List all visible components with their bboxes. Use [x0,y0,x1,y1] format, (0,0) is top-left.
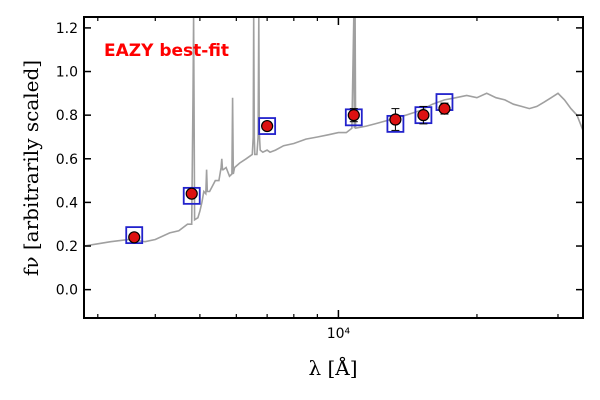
y-tick-label: 1.2 [56,21,78,37]
observed-flux-point [347,109,360,122]
axis-ticks: 0.0 0.2 0.4 0.6 0.8 1.0 1.2 10⁴ [56,17,583,342]
y-axis-label: fν [arbitrarily scaled] [19,60,43,276]
annotation-label: EAZY best-fit [104,41,229,61]
observed-flux-point [438,102,451,115]
observed-flux-point [128,231,141,244]
y-tick-label: 0.4 [56,195,78,211]
plot-area [84,17,583,247]
y-tick-label: 0.8 [56,108,78,124]
observed-flux-point [185,187,198,200]
x-axis-label: λ [Å] [308,355,357,380]
model-flux-box [258,117,277,135]
axes-frame [83,16,584,319]
observed-flux-point [261,119,274,133]
x-tick-label: 10⁴ [327,326,351,342]
y-tick-label: 0.6 [56,152,78,168]
observed-flux-point [417,109,430,122]
template-spectrum-line [84,17,583,247]
observed-flux-point [389,113,402,126]
y-tick-label: 0.0 [56,283,78,299]
y-tick-label: 0.2 [56,239,78,255]
y-tick-label: 1.0 [56,65,78,81]
